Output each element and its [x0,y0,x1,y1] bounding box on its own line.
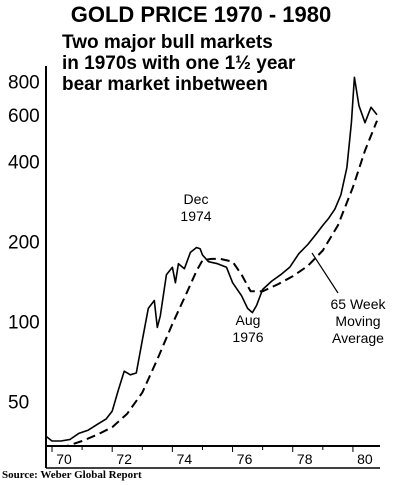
annotation-aug-1976-line1: Aug [236,312,261,328]
x-tick-label: 74 [177,451,193,467]
x-tick-label: 76 [237,451,253,467]
annotation-moving-average-line1: 65 Week [331,296,387,312]
annotation-moving-average-line3: Average [332,330,384,346]
y-axis-ticks: 800 600 400 200 100 50 [8,73,40,414]
annotation-aug-1976-line2: 1976 [232,329,263,345]
subtitle-line: Two major bull markets [62,32,273,53]
series-layer [45,76,378,447]
annotation-dec-1974-line2: 1974 [180,208,211,224]
y-tick-label: 800 [8,73,40,94]
subtitle-line: bear market inbetween [62,74,268,95]
subtitle-line: in 1970s with one 1½ year [62,53,296,74]
y-tick-label: 200 [8,233,40,254]
y-tick-label: 50 [8,393,29,414]
annotation-pointer-line [311,252,339,294]
y-tick-label: 600 [8,106,40,127]
y-tick-label: 400 [8,153,40,174]
x-axis-ticks: 70 72 74 76 78 80 [51,446,373,467]
axes [45,66,380,469]
x-tick-label: 70 [56,451,72,467]
gold-price-line [45,76,378,442]
x-tick-label: 80 [357,451,373,467]
moving-average-line [46,120,378,447]
x-tick-label: 78 [297,451,313,467]
chart-subtitle: Two major bull markets in 1970s with one… [62,32,392,95]
source-note: Source: Weber Global Report [2,469,142,481]
annotations: Dec 1974 Aug 1976 65 Week Moving Average [180,191,386,346]
x-tick-label: 72 [116,451,132,467]
annotation-moving-average-line2: Moving [335,313,380,329]
annotation-dec-1974-line1: Dec [184,191,209,207]
y-tick-label: 100 [8,313,40,334]
chart-title: GOLD PRICE 1970 - 1980 [70,2,332,27]
